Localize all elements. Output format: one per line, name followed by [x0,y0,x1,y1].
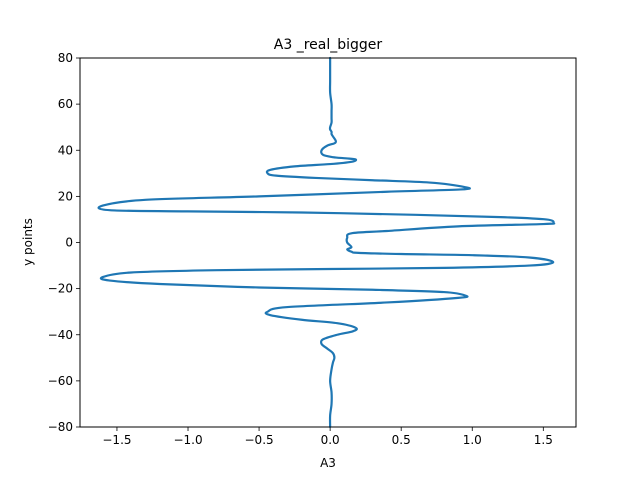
series-layer [97,56,556,429]
y-tick-label: 40 [58,143,73,157]
series-line [97,56,556,429]
y-tick-label: −20 [48,282,73,296]
x-tick-label: 0.0 [321,433,340,447]
x-tick-label: −0.5 [245,433,274,447]
plot-area [80,58,576,427]
x-tick-label: −1.5 [102,433,131,447]
y-tick-label: 80 [58,51,73,65]
x-tick-label: −1.0 [173,433,202,447]
y-tick-label: −80 [48,420,73,434]
y-axis-label: y points [21,218,35,266]
y-tick-label: −40 [48,328,73,342]
x-tick-label: 1.0 [463,433,482,447]
y-tick-label: 20 [58,189,73,203]
chart-title: A3 _real_bigger [274,37,383,53]
x-tick-label: 0.5 [392,433,411,447]
x-axis-label: A3 [320,456,336,470]
y-tick-label: −60 [48,374,73,388]
plot-frame [79,57,577,428]
x-axis-ticks: −1.5 −1.0 −0.5 0.0 0.5 1.0 1.5 [102,427,553,447]
y-tick-label: 60 [58,97,73,111]
x-tick-label: 1.5 [534,433,553,447]
y-axis-ticks: −80 −60 −40 −20 0 20 40 60 80 [48,51,80,434]
y-tick-label: 0 [65,236,73,250]
